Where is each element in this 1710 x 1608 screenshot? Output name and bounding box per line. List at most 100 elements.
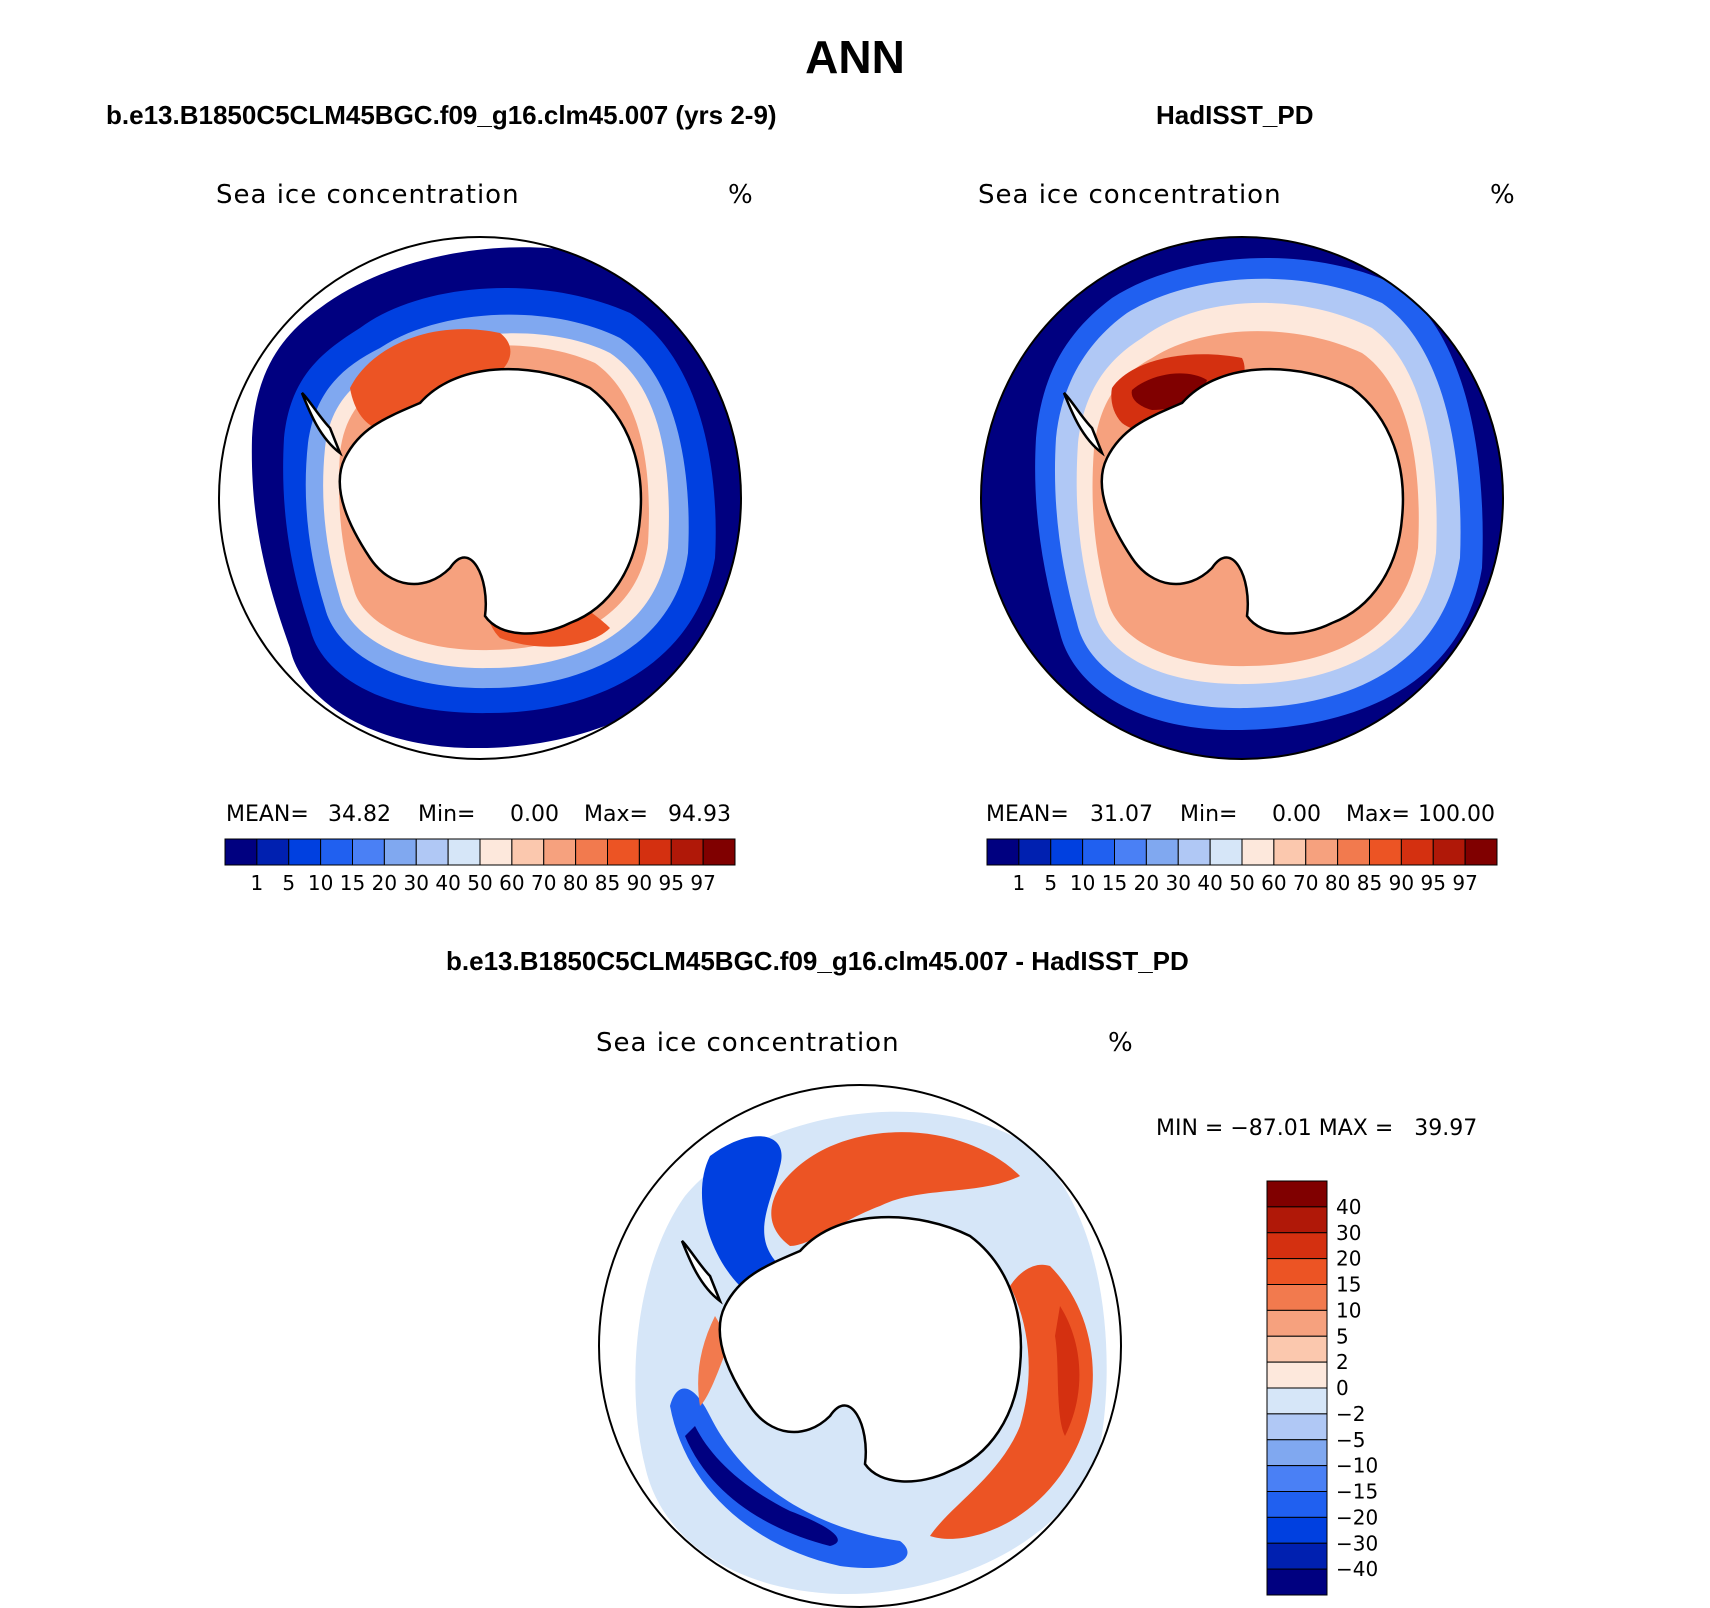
diff-minmax: MIN = −87.01 MAX = 39.97	[1156, 1116, 1478, 1141]
obs-colorbar-box	[1369, 838, 1402, 866]
model-colorbar-box	[224, 838, 258, 866]
model-colorbar-box	[607, 838, 640, 866]
diff-colorbar-box	[1266, 1491, 1328, 1518]
diff-antarctica	[718, 1215, 1023, 1483]
diff-units-label: %	[1108, 1028, 1134, 1058]
obs-colorbar-box	[1177, 838, 1211, 866]
obs-peninsula	[1062, 392, 1105, 457]
obs-mean-label: MEAN=	[986, 802, 1069, 827]
model-colorbar-label: 95	[659, 871, 684, 895]
model-colorbar-label: 70	[531, 871, 556, 895]
diff-colorbar-label: 30	[1336, 1221, 1361, 1245]
obs-colorbar-box	[1305, 838, 1339, 866]
diff-colorbar-box	[1266, 1387, 1328, 1415]
obs-colorbar-box	[1273, 838, 1307, 866]
obs-colorbar-label: 10	[1070, 871, 1095, 895]
obs-max-label: Max=	[1346, 802, 1410, 827]
obs-colorbar-box	[1241, 838, 1275, 866]
diff-colorbar-label: −5	[1336, 1428, 1365, 1452]
model-panel-title: b.e13.B1850C5CLM45BGC.f09_g16.clm45.007 …	[106, 100, 777, 130]
diff-colorbar-label: 40	[1336, 1195, 1361, 1219]
obs-colorbar-label: 95	[1421, 871, 1446, 895]
model-polar-map	[218, 236, 742, 760]
diff-colorbar-box	[1266, 1180, 1328, 1208]
obs-colorbar-box	[1209, 838, 1243, 866]
obs-colorbar-label: 60	[1261, 871, 1286, 895]
obs-colorbar-label: 90	[1389, 871, 1414, 895]
model-field-label: Sea ice concentration	[216, 180, 520, 210]
diff-colorbar-box	[1266, 1439, 1328, 1467]
obs-colorbar-label: 50	[1229, 871, 1254, 895]
model-colorbar-label: 15	[340, 871, 365, 895]
model-colorbar-box	[415, 838, 449, 866]
diff-colorbar-box	[1266, 1516, 1328, 1544]
diff-positive-weddell	[771, 1132, 1020, 1246]
diff-peninsula	[680, 1240, 723, 1305]
obs-polar-map	[980, 236, 1504, 760]
diff-colorbar-label: 20	[1336, 1247, 1361, 1271]
diff-colorbar-box	[1266, 1309, 1328, 1337]
obs-colorbar-box	[1337, 838, 1370, 866]
model-colorbar-box	[256, 838, 290, 866]
model-colorbar-label: 90	[627, 871, 652, 895]
diff-colorbar-box	[1266, 1413, 1328, 1441]
model-colorbar-label: 40	[435, 871, 460, 895]
obs-colorbar-box	[1145, 838, 1179, 866]
diff-panel-title: b.e13.B1850C5CLM45BGC.f09_g16.clm45.007 …	[446, 946, 1189, 976]
obs-mean-value: 31.07	[1090, 802, 1153, 827]
obs-antarctica	[1100, 367, 1405, 635]
model-peninsula	[300, 392, 343, 457]
model-colorbar-box	[383, 838, 417, 866]
diff-colorbar-label: −20	[1336, 1505, 1378, 1529]
obs-colorbar-box	[1400, 838, 1434, 866]
obs-colorbar-label: 20	[1134, 871, 1159, 895]
diff-colorbar-label: −2	[1336, 1402, 1365, 1426]
diff-negative-weddell	[701, 1136, 787, 1295]
model-colorbar-label: 5	[282, 871, 295, 895]
model-colorbar-label: 20	[372, 871, 397, 895]
diff-colorbar-label: 2	[1336, 1350, 1349, 1374]
obs-panel-title: HadISST_PD	[1156, 100, 1314, 130]
obs-units-label: %	[1490, 180, 1516, 210]
model-colorbar-box	[511, 838, 545, 866]
obs-field-label: Sea ice concentration	[978, 180, 1282, 210]
obs-colorbar-box	[1114, 838, 1147, 866]
diff-field-label: Sea ice concentration	[596, 1028, 900, 1058]
diff-colorbar-box	[1266, 1284, 1328, 1311]
model-colorbar-box	[479, 838, 513, 866]
model-colorbar-label: 80	[563, 871, 588, 895]
diff-colorbar-label: 15	[1336, 1273, 1361, 1297]
obs-colorbar-label: 1	[1013, 871, 1026, 895]
obs-colorbar-box	[1018, 838, 1052, 866]
obs-colorbar-box	[1432, 838, 1466, 866]
model-colorbar-label: 97	[690, 871, 715, 895]
diff-colorbar-label: 5	[1336, 1324, 1349, 1348]
model-colorbar-label: 50	[467, 871, 492, 895]
obs-colorbar-label: 40	[1197, 871, 1222, 895]
diff-colorbar-box	[1266, 1232, 1328, 1260]
obs-colorbar-label: 5	[1044, 871, 1057, 895]
obs-colorbar-box	[986, 838, 1020, 866]
diff-colorbar-label: 10	[1336, 1298, 1361, 1322]
obs-min-value: 0.00	[1272, 802, 1321, 827]
diff-colorbar-box	[1266, 1542, 1328, 1570]
obs-colorbar-label: 30	[1166, 871, 1191, 895]
model-mean-value: 34.82	[328, 802, 391, 827]
diff-colorbar-box	[1266, 1206, 1328, 1234]
model-min-label: Min=	[418, 802, 476, 827]
model-units-label: %	[728, 180, 754, 210]
model-colorbar-box	[670, 838, 704, 866]
model-colorbar-label: 1	[251, 871, 264, 895]
model-colorbar-box	[575, 838, 608, 866]
model-colorbar-label: 60	[499, 871, 524, 895]
obs-colorbar-box	[1082, 838, 1115, 866]
model-colorbar-box	[543, 838, 577, 866]
model-max-value: 94.93	[668, 802, 731, 827]
model-colorbar-label: 10	[308, 871, 333, 895]
obs-colorbar-label: 80	[1325, 871, 1350, 895]
obs-colorbar-box	[1050, 838, 1084, 866]
figure-title: ANN	[805, 31, 905, 83]
obs-colorbar: 1 5 10 15 20 30 40 50 60 70 80 85 90 95 97	[986, 838, 1498, 895]
diff-colorbar-box	[1266, 1568, 1328, 1596]
